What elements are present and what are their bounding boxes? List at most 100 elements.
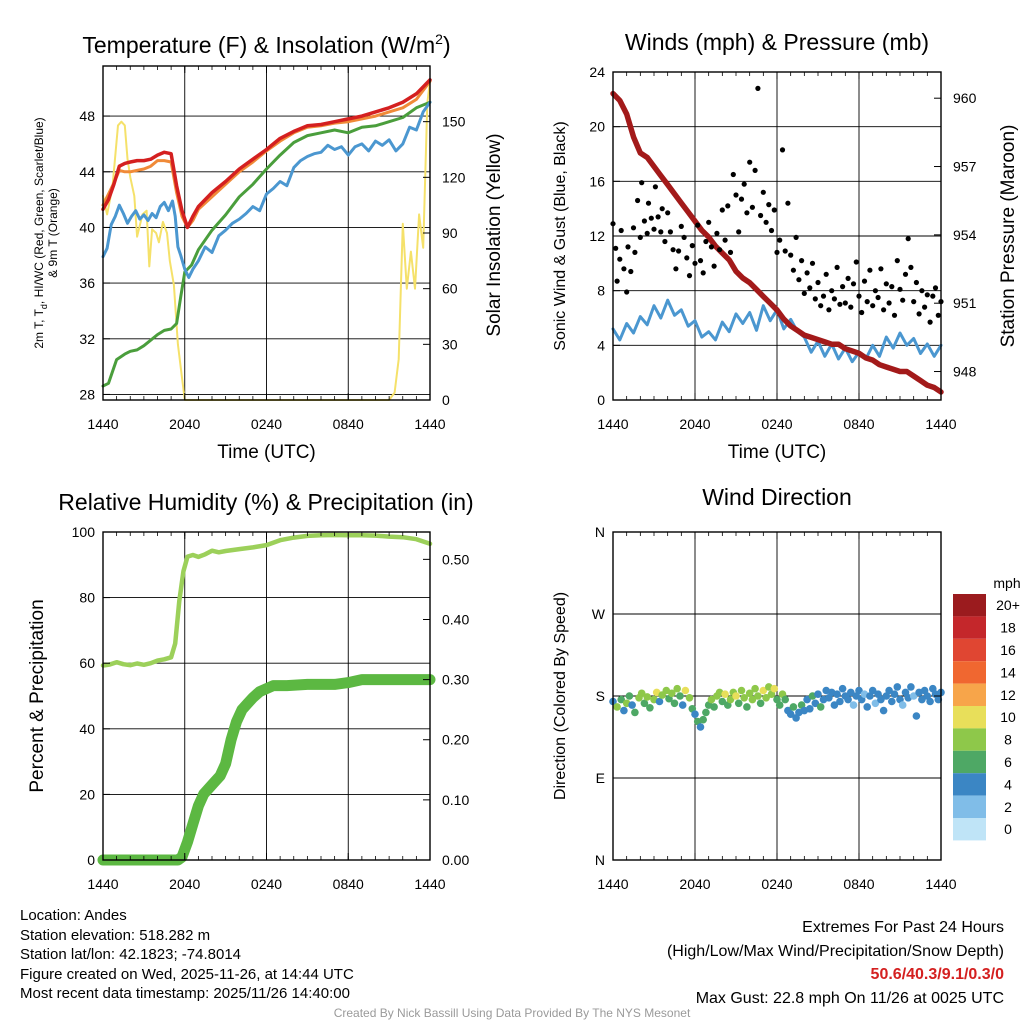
winds-pressure-line bbox=[610, 90, 944, 395]
winds-gust-point bbox=[662, 238, 668, 245]
wind-direction-point bbox=[879, 706, 888, 715]
temperature-x-tick-label: 2040 bbox=[169, 416, 200, 432]
temperature-y-right-tick-label: 90 bbox=[442, 225, 458, 241]
wind-direction-x-tick-label: 1440 bbox=[925, 876, 956, 892]
humidity-y-tick-label: 0 bbox=[87, 852, 95, 868]
winds-gust-point bbox=[648, 215, 654, 221]
winds-gust-point bbox=[659, 206, 665, 212]
wind-direction-point bbox=[871, 699, 880, 708]
wind-direction-point bbox=[898, 701, 907, 709]
humidity-x-tick-label: 1440 bbox=[414, 876, 445, 892]
winds-y-tick-label: 12 bbox=[589, 228, 605, 244]
wind-direction-point bbox=[740, 694, 748, 702]
wind-direction-point bbox=[737, 686, 746, 695]
winds-gust-point bbox=[708, 244, 715, 250]
temperature-y-label-rest: , HI/WC (Red, Green, Scarlet/Blue) bbox=[32, 117, 46, 304]
winds-y-right-tick-label: 951 bbox=[953, 295, 977, 311]
wind-direction-point bbox=[811, 699, 820, 708]
winds-y-right-tick-label: 960 bbox=[953, 90, 977, 106]
wind-direction-point bbox=[637, 689, 646, 698]
figure-created: Figure created on Wed, 2025-11-26, at 14… bbox=[20, 965, 354, 983]
temperature-y-tick-label: 48 bbox=[79, 108, 95, 124]
winds-gust-point bbox=[678, 223, 684, 229]
winds-gust-point bbox=[645, 200, 652, 206]
winds-gust-point bbox=[686, 273, 693, 279]
wind-direction-point bbox=[707, 695, 716, 704]
wind-direction-point bbox=[816, 703, 825, 711]
wind-speed-legend-label: 2 bbox=[1004, 799, 1012, 815]
winds-gust-point bbox=[689, 243, 695, 249]
winds-y-tick-label: 20 bbox=[589, 119, 605, 135]
winds-gust-point bbox=[829, 288, 835, 294]
wind-direction-point bbox=[696, 723, 705, 731]
winds-x-tick-label: 2040 bbox=[679, 416, 710, 432]
winds-gust-point bbox=[673, 266, 679, 272]
winds-gust-point bbox=[644, 230, 650, 236]
station-latlon: Station lat/lon: 42.1823; -74.8014 bbox=[20, 946, 242, 963]
winds-panel: 1440 2040 0240 0840 1440 0 4 8 12 16 20 24 948 951 954… bbox=[552, 29, 1019, 463]
temperature-x-tick-label: 0840 bbox=[333, 416, 364, 432]
wind-speed-legend-label: 20+ bbox=[996, 597, 1020, 613]
temperature-x-tick-label: 0240 bbox=[251, 416, 282, 432]
winds-gust-point bbox=[741, 181, 747, 187]
temperature-title-superscript: 2 bbox=[435, 31, 443, 47]
wind-speed-legend-swatch bbox=[953, 594, 986, 617]
wind-speed-legend-label: 16 bbox=[1000, 642, 1016, 658]
winds-gust-point bbox=[804, 270, 810, 276]
winds-gust-point bbox=[850, 281, 857, 287]
winds-gust-point bbox=[639, 180, 645, 186]
wind-direction-point bbox=[877, 695, 885, 704]
winds-gust-point bbox=[624, 289, 630, 295]
wind-speed-legend-swatch bbox=[953, 773, 986, 796]
wind-direction-point bbox=[759, 686, 768, 695]
temperature-y-right-label: Solar Insolation (Yellow) bbox=[484, 133, 505, 336]
winds-gust-point bbox=[692, 260, 698, 266]
wind-speed-legend-label: 6 bbox=[1004, 754, 1012, 770]
wind-speed-legend-title: mph bbox=[993, 575, 1020, 591]
wind-direction-point bbox=[814, 690, 822, 698]
humidity-y-right-tick-label: 0.40 bbox=[442, 611, 469, 627]
winds-gust-point bbox=[652, 184, 659, 190]
winds-gust-point bbox=[717, 247, 723, 253]
wind-direction-y-tick-label: E bbox=[596, 770, 605, 786]
temperature-y-right-tick-label: 60 bbox=[442, 281, 458, 297]
humidity-x-tick-label: 1440 bbox=[87, 876, 118, 892]
wind-speed-legend-swatch bbox=[953, 683, 986, 706]
extremes-subtitle: (High/Low/Max Wind/Precipitation/Snow De… bbox=[666, 942, 1004, 960]
wind-direction-point bbox=[756, 699, 765, 708]
temperature-y-tick-label: 36 bbox=[79, 275, 95, 291]
winds-gust-point bbox=[782, 248, 788, 254]
wind-direction-point bbox=[789, 703, 798, 711]
wind-direction-point bbox=[833, 690, 841, 698]
winds-gust-point bbox=[621, 266, 627, 272]
humidity-precip-line bbox=[97, 674, 436, 866]
winds-gust-point bbox=[777, 237, 783, 243]
winds-gust-point bbox=[818, 303, 824, 309]
winds-y-right-tick-label: 954 bbox=[953, 227, 977, 243]
winds-gust-point bbox=[853, 259, 859, 265]
winds-gust-point bbox=[848, 304, 854, 310]
wind-direction-point bbox=[691, 710, 699, 718]
winds-gust-point bbox=[932, 285, 939, 291]
winds-gust-point bbox=[641, 218, 648, 224]
wind-direction-point bbox=[721, 690, 729, 698]
winds-y-right-label: Station Pressure (Maroon) bbox=[998, 125, 1019, 348]
station-info: Location: Andes Station elevation: 518.2… bbox=[20, 906, 354, 1004]
wind-direction-point bbox=[909, 692, 918, 700]
winds-gust-point bbox=[927, 319, 933, 325]
wind-direction-point bbox=[838, 684, 847, 693]
winds-gust-point bbox=[744, 210, 750, 216]
winds-gust-point bbox=[768, 227, 775, 234]
winds-y-tick-label: 16 bbox=[589, 173, 605, 189]
winds-gust-point bbox=[875, 294, 881, 301]
wind-direction-point bbox=[751, 684, 759, 693]
winds-gust-point bbox=[697, 258, 704, 264]
winds-gust-point bbox=[763, 219, 769, 225]
humidity-y-tick-label: 100 bbox=[72, 524, 96, 540]
wind-direction-point bbox=[770, 684, 779, 693]
winds-gust-point bbox=[711, 263, 717, 269]
temperature-y-tick-label: 44 bbox=[79, 164, 95, 180]
humidity-y-right-tick-label: 0.20 bbox=[442, 732, 469, 748]
winds-gust-point bbox=[785, 200, 791, 206]
winds-gust-point bbox=[681, 234, 687, 240]
